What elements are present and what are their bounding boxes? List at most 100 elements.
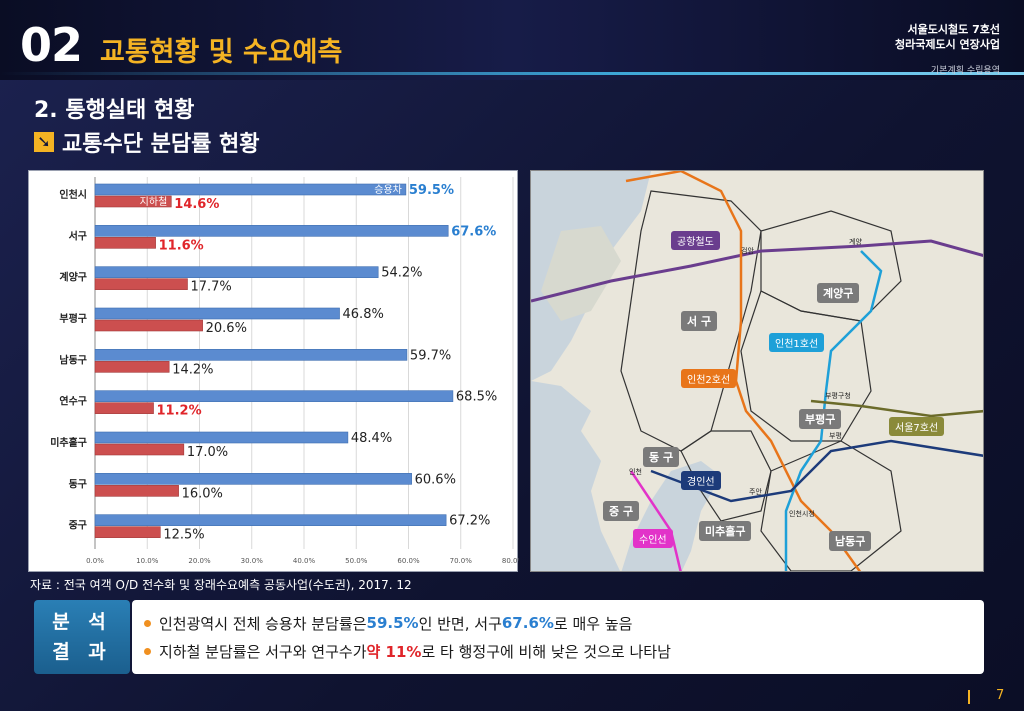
value-label-car: 67.2% — [449, 514, 490, 529]
value-label-car: 59.5% — [409, 183, 454, 198]
category-label: 동구 — [69, 478, 87, 490]
analysis-tag-line2: 결 과 — [52, 641, 112, 663]
bar-car — [94, 266, 379, 278]
value-label-subway: 17.0% — [187, 445, 228, 460]
header-band — [0, 0, 1024, 80]
category-label: 연수구 — [59, 395, 87, 408]
value-label-car: 59.7% — [410, 348, 451, 363]
incheon-line-1-label: 인천1호선 — [769, 333, 825, 352]
map-svg — [531, 171, 983, 571]
bar-car — [94, 390, 454, 402]
value-label-car: 67.6% — [451, 224, 496, 239]
seoul-line-7 — [810, 399, 983, 418]
value-label-car: 54.2% — [381, 266, 422, 281]
district-label-dong: 동 구 — [643, 447, 680, 467]
bar-subway — [94, 526, 161, 538]
map-reclaimed-land — [541, 226, 621, 321]
station-juan: 주안 — [749, 488, 762, 496]
bar-car — [94, 349, 408, 361]
value-label-subway: 17.7% — [190, 280, 231, 295]
district-label-michuhol: 미추홀구 — [699, 521, 752, 541]
analysis-2-highlight: 약 11% — [366, 642, 422, 661]
x-tick-label: 10.0% — [136, 557, 159, 565]
analysis-tag: 분 석 결 과 — [34, 600, 130, 674]
topic-label: 교통수단 분담률 현황 — [62, 132, 260, 157]
value-label-car: 46.8% — [343, 307, 384, 322]
seoul-line-7-label: 서울7호선 — [889, 417, 945, 436]
category-label: 인천시 — [59, 188, 87, 201]
bar-car — [94, 514, 447, 526]
analysis-1-text-c: 로 매우 높음 — [553, 614, 633, 633]
section-title: 교통현황 및 수요예측 — [100, 37, 343, 68]
mode-share-chart: 0.0% 10.0% 20.0% 30.0% 40.0% 50.0% 60.0% 70.0% 8… — [28, 170, 519, 572]
x-tick-label: 70.0% — [450, 557, 473, 565]
analysis-1-text-b: 인 반면, 서구 — [418, 614, 502, 633]
arrow-down-right-icon: ➘ — [34, 132, 54, 152]
value-label-subway: 16.0% — [182, 486, 223, 501]
bar-car — [94, 307, 340, 320]
station-geomam: 검암 — [741, 247, 754, 255]
category-label: 서구 — [69, 229, 87, 242]
value-label-subway: 14.2% — [172, 362, 213, 377]
project-title-line2: 청라국제도시 연장사업 — [894, 38, 1000, 51]
analysis-bullet-2: 지하철 분담률은 서구와 연구수가 약 11% 로 타 행정구에 비해 낮은 것… — [144, 637, 972, 665]
district-label-namdong: 남동구 — [829, 531, 872, 551]
station-gyeyang: 계양 — [849, 238, 862, 246]
station-incheon: 인천 — [629, 468, 642, 476]
category-label: 계양구 — [59, 271, 87, 284]
bullet-dot-icon — [144, 647, 151, 655]
x-tick-label: 50.0% — [345, 557, 368, 565]
value-label-subway: 11.2% — [157, 404, 202, 419]
x-tick-label: 40.0% — [293, 557, 316, 565]
series-label-subway: 지하철 — [140, 195, 168, 208]
analysis-2-text-a: 지하철 분담률은 서구와 연구수가 — [159, 642, 367, 661]
map-district-border-michuhol — [680, 430, 772, 522]
page-number: 7 — [996, 688, 1005, 703]
series-label-car: 승용차 — [374, 184, 402, 196]
header-rule — [0, 72, 1024, 75]
analysis-2-text-b: 로 타 행정구에 비해 낮은 것으로 나타남 — [421, 642, 671, 661]
data-source: 자료 : 전국 여객 O/D 전수화 및 장래수요예측 공동사업(수도권), 2… — [30, 578, 412, 592]
project-subtitle: 기본계획 수립용역 — [930, 66, 1000, 76]
suin-line-label: 수인선 — [633, 529, 673, 548]
bar-car — [94, 225, 449, 237]
transit-map: 공항철도 서 구 계양구 인천1호선 인천2호선 부평구 서울7호선 동 구 경… — [530, 170, 984, 572]
topic-heading: ➘ 교통수단 분담률 현황 — [34, 126, 259, 158]
analysis-bullet-1: 인천광역시 전체 승용차 분담률은 59.5% 인 반면, 서구 67.6% 로… — [144, 609, 972, 637]
x-tick-label: 80.0% — [502, 557, 519, 565]
district-label-gyeyang: 계양구 — [817, 283, 860, 303]
bullet-dot-icon — [144, 619, 151, 627]
bar-car — [94, 473, 412, 485]
value-label-subway: 20.6% — [206, 321, 247, 336]
bar-car — [94, 183, 407, 196]
x-tick-label: 20.0% — [188, 557, 211, 565]
bar-subway — [94, 237, 156, 249]
value-label-car: 48.4% — [351, 431, 392, 446]
bar-car — [94, 431, 349, 444]
station-incheon-city-hall: 인천시청 — [789, 510, 815, 518]
station-bupyeong: 부평 — [829, 432, 842, 440]
project-title: 서울도시철도 7호선 청라국제도시 연장사업 — [895, 22, 1000, 52]
airport-railroad-line — [531, 239, 983, 303]
x-tick-label: 0.0% — [86, 557, 104, 565]
analysis-1-highlight-b: 67.6% — [501, 614, 554, 632]
district-label-jung: 중 구 — [603, 501, 640, 521]
analysis-1-highlight-a: 59.5% — [366, 614, 419, 632]
chart-svg: 0.0% 10.0% 20.0% 30.0% 40.0% 50.0% 60.0% 70.0% 8… — [50, 177, 519, 565]
category-label: 미추홀구 — [50, 436, 87, 449]
map-district-border-namdong — [760, 440, 902, 571]
value-label-car: 68.5% — [456, 390, 497, 405]
bar-subway — [94, 195, 172, 208]
map-sea-south — [531, 381, 621, 571]
analysis-tag-line1: 분 석 — [52, 611, 112, 633]
page-marker — [968, 690, 970, 704]
value-label-car: 60.6% — [415, 472, 456, 487]
incheon-line-1 — [784, 250, 883, 571]
bar-subway — [94, 278, 188, 290]
value-label-subway: 12.5% — [163, 528, 204, 543]
x-tick-label: 30.0% — [241, 557, 264, 565]
category-label: 남동구 — [59, 353, 87, 366]
project-title-line1: 서울도시철도 7호선 — [907, 23, 1000, 36]
category-label: 중구 — [69, 520, 87, 532]
gyeongin-line-label: 경인선 — [681, 471, 721, 490]
